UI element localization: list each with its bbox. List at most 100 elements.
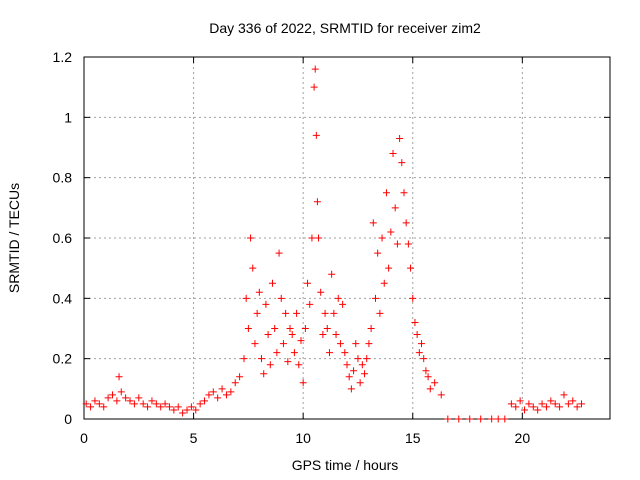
data-point <box>130 400 138 408</box>
data-point <box>144 403 152 411</box>
data-point <box>240 355 248 363</box>
y-tick-label: 0.6 <box>53 230 73 246</box>
data-point <box>507 400 515 408</box>
data-point <box>569 397 577 405</box>
data-point <box>319 331 327 339</box>
data-point <box>288 331 296 339</box>
data-point <box>192 406 200 414</box>
data-point <box>135 394 143 402</box>
grid <box>84 57 610 419</box>
data-point <box>113 397 121 405</box>
data-point <box>345 373 353 381</box>
data-point <box>95 400 103 408</box>
y-tick-label: 0 <box>64 411 72 427</box>
data-point <box>104 394 112 402</box>
x-tick-label: 0 <box>80 430 88 446</box>
data-point <box>313 198 321 206</box>
data-point <box>437 391 445 399</box>
data-point <box>393 240 401 248</box>
data-point <box>455 415 463 423</box>
data-point <box>361 370 369 378</box>
data-point <box>404 240 412 248</box>
data-point <box>126 397 134 405</box>
data-point <box>293 309 301 317</box>
data-point <box>290 349 298 357</box>
data-point <box>201 397 209 405</box>
data-point <box>115 373 123 381</box>
data-point <box>174 403 182 411</box>
data-point <box>139 400 147 408</box>
data-point <box>306 300 314 308</box>
data-point <box>82 400 90 408</box>
data-point <box>170 406 178 414</box>
data-point <box>400 189 408 197</box>
data-point <box>396 134 404 142</box>
data-point <box>477 415 485 423</box>
data-point <box>330 309 338 317</box>
data-point <box>385 264 393 272</box>
data-point <box>205 391 213 399</box>
data-point <box>516 397 524 405</box>
data-point <box>573 403 581 411</box>
data-point <box>358 361 366 369</box>
data-point <box>431 379 439 387</box>
data-point <box>376 309 384 317</box>
data-point <box>214 394 222 402</box>
data-point <box>227 388 235 396</box>
data-point <box>108 391 116 399</box>
data-point <box>247 234 255 242</box>
data-point <box>122 394 130 402</box>
data-points <box>82 65 586 423</box>
data-point <box>277 294 285 302</box>
data-point <box>413 331 421 339</box>
data-point <box>411 318 419 326</box>
data-point <box>312 131 320 139</box>
data-point <box>236 373 244 381</box>
data-point <box>315 234 323 242</box>
data-point <box>273 349 281 357</box>
data-point <box>244 325 252 332</box>
data-point <box>350 367 358 375</box>
data-point <box>117 388 125 396</box>
data-point <box>304 279 312 287</box>
data-point <box>382 189 390 197</box>
data-point <box>209 388 217 396</box>
data-point <box>369 219 377 227</box>
data-point <box>301 325 309 332</box>
data-point <box>363 355 371 363</box>
data-point <box>317 288 325 296</box>
data-point <box>512 403 520 411</box>
data-point <box>196 400 204 408</box>
data-point <box>534 406 542 414</box>
data-point <box>279 340 287 348</box>
chart-title: Day 336 of 2022, SRMTID for receiver zim… <box>209 20 481 36</box>
data-point <box>275 249 283 257</box>
data-point <box>321 309 329 317</box>
data-point <box>179 409 187 417</box>
data-point <box>325 349 333 357</box>
data-point <box>100 403 108 411</box>
data-point <box>328 270 336 278</box>
data-point <box>253 309 261 317</box>
data-point <box>343 361 351 369</box>
y-axis-label: SRMTID / TECUs <box>6 183 22 293</box>
y-tick-label: 1.2 <box>53 49 73 65</box>
data-point <box>264 331 272 339</box>
data-point <box>299 379 307 387</box>
data-point <box>374 249 382 257</box>
x-tick-label: 5 <box>190 430 198 446</box>
data-point <box>334 294 342 302</box>
y-tick-label: 1 <box>64 109 72 125</box>
x-axis-label: GPS time / hours <box>292 457 399 473</box>
data-point <box>152 400 160 408</box>
data-point <box>286 325 294 332</box>
data-point <box>407 264 415 272</box>
data-point <box>494 415 502 423</box>
data-point <box>415 349 423 357</box>
data-point <box>391 204 399 212</box>
data-point <box>347 385 355 393</box>
data-point <box>249 264 257 272</box>
data-point <box>354 355 362 363</box>
data-point <box>525 400 533 408</box>
data-point <box>87 403 95 411</box>
